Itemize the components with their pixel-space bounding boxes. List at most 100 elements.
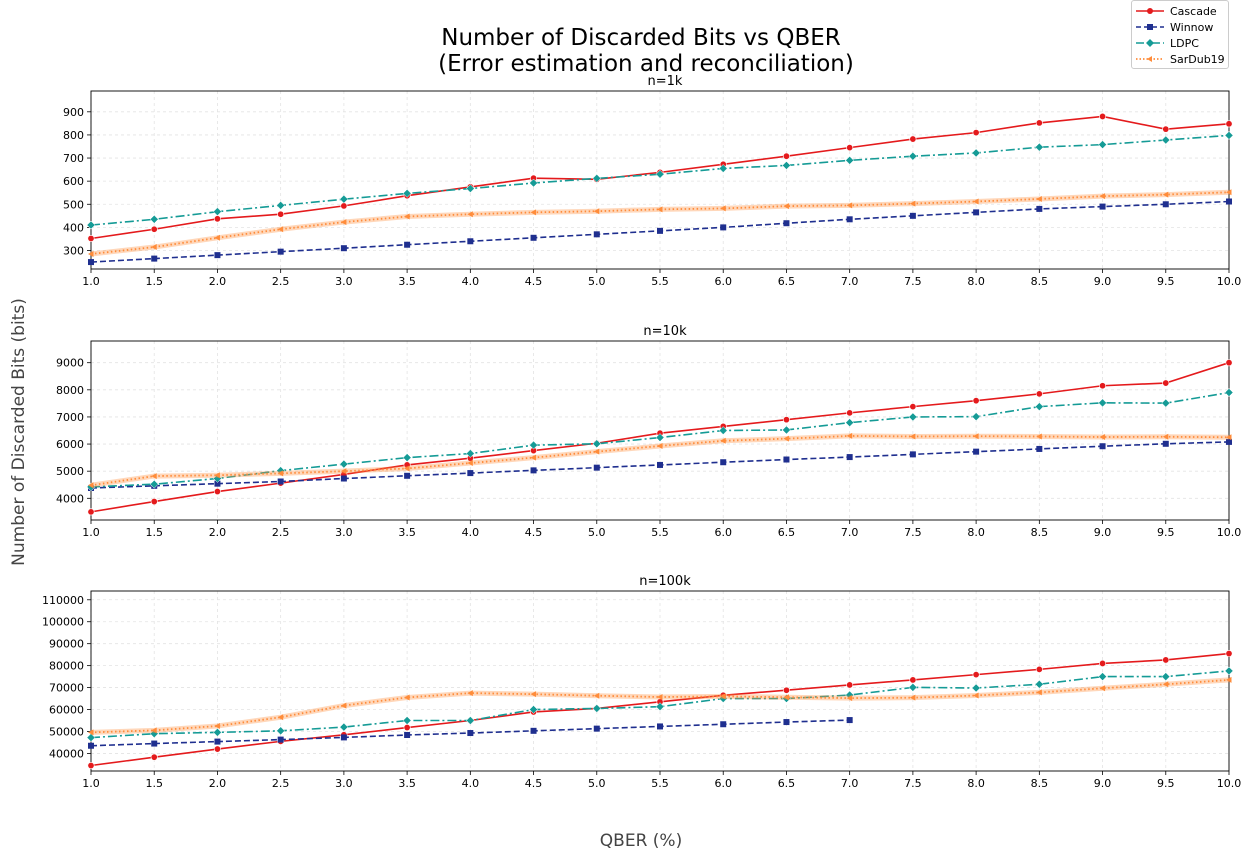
data-point bbox=[1162, 433, 1169, 440]
data-point bbox=[592, 439, 602, 449]
data-point bbox=[1099, 685, 1106, 692]
data-point bbox=[530, 691, 537, 698]
data-point bbox=[782, 161, 791, 170]
data-point bbox=[909, 135, 917, 143]
data-point bbox=[277, 248, 284, 255]
x-tick-label: 6.5 bbox=[778, 526, 796, 539]
data-point bbox=[339, 459, 349, 469]
data-point bbox=[657, 461, 663, 468]
data-point bbox=[1099, 203, 1106, 210]
data-point bbox=[973, 692, 979, 699]
data-point bbox=[783, 456, 790, 463]
data-point bbox=[214, 252, 221, 259]
data-point bbox=[655, 702, 665, 712]
figure-ylabel: Number of Discarded Bits (bits) bbox=[9, 298, 29, 566]
data-point bbox=[465, 716, 475, 725]
data-point bbox=[213, 488, 221, 496]
data-point bbox=[718, 164, 728, 173]
data-point bbox=[846, 409, 854, 417]
data-point bbox=[720, 459, 727, 466]
data-point bbox=[465, 449, 475, 458]
data-point bbox=[467, 238, 474, 245]
data-point bbox=[720, 224, 727, 231]
x-tick-label: 5.5 bbox=[651, 526, 669, 539]
data-point bbox=[1161, 672, 1171, 681]
data-point bbox=[213, 207, 222, 217]
x-tick-label: 4.5 bbox=[525, 526, 543, 539]
subplot-title: n=10k bbox=[643, 324, 687, 339]
data-point bbox=[1225, 120, 1233, 128]
data-point bbox=[972, 671, 980, 679]
data-point bbox=[846, 432, 853, 439]
data-point bbox=[1035, 119, 1043, 127]
x-tick-label: 7.0 bbox=[841, 275, 859, 288]
data-point bbox=[1162, 379, 1170, 387]
y-tick-label: 70000 bbox=[49, 682, 84, 695]
data-point bbox=[909, 433, 916, 440]
data-point bbox=[909, 676, 917, 684]
x-tick-label: 9.5 bbox=[1157, 275, 1175, 288]
y-tick-label: 40000 bbox=[49, 747, 84, 760]
data-point bbox=[88, 742, 94, 749]
data-point bbox=[467, 460, 473, 467]
data-point bbox=[277, 714, 284, 721]
data-point bbox=[467, 470, 474, 477]
data-point bbox=[1226, 434, 1232, 441]
x-tick-label: 3.5 bbox=[398, 275, 416, 288]
data-point bbox=[846, 695, 853, 702]
data-point bbox=[1161, 398, 1171, 408]
x-tick-label: 6.0 bbox=[714, 777, 732, 790]
x-tick-label: 4.5 bbox=[525, 275, 543, 288]
subplot-title: n=1k bbox=[648, 74, 683, 89]
data-point bbox=[340, 734, 347, 741]
x-tick-label: 7.5 bbox=[904, 777, 922, 790]
data-point bbox=[339, 194, 349, 204]
data-point bbox=[340, 475, 347, 482]
series-ldpc bbox=[86, 666, 1234, 742]
data-point bbox=[1225, 359, 1233, 367]
data-point bbox=[1161, 135, 1171, 145]
data-point bbox=[1226, 438, 1232, 445]
x-tick-label: 7.0 bbox=[841, 526, 859, 539]
data-point bbox=[340, 202, 348, 210]
data-point bbox=[530, 727, 537, 734]
y-tick-label: 900 bbox=[63, 106, 84, 119]
data-point bbox=[214, 738, 221, 745]
data-point bbox=[593, 725, 600, 732]
data-point bbox=[150, 498, 158, 506]
series-winnow bbox=[88, 717, 853, 749]
y-tick-label: 700 bbox=[63, 152, 84, 165]
data-point bbox=[908, 683, 918, 692]
data-point bbox=[1034, 679, 1044, 689]
data-point bbox=[1162, 201, 1169, 208]
data-point bbox=[1034, 402, 1044, 411]
data-point bbox=[87, 762, 95, 770]
y-tick-label: 7000 bbox=[56, 411, 84, 424]
x-tick-label: 8.5 bbox=[1031, 777, 1049, 790]
legend-swatch-sardub19 bbox=[1136, 56, 1164, 62]
legend-label-ldpc: LDPC bbox=[1170, 36, 1199, 50]
data-point bbox=[150, 753, 158, 761]
data-point bbox=[657, 227, 663, 234]
data-point bbox=[655, 433, 665, 442]
data-point bbox=[150, 225, 158, 233]
x-tick-label: 4.0 bbox=[462, 777, 480, 790]
data-point bbox=[277, 226, 284, 233]
x-tick-label: 9.0 bbox=[1094, 777, 1112, 790]
data-point bbox=[1224, 388, 1234, 397]
data-point bbox=[1226, 676, 1232, 683]
data-point bbox=[214, 723, 220, 729]
y-tick-label: 50000 bbox=[49, 725, 84, 738]
data-point bbox=[276, 726, 286, 736]
data-point bbox=[529, 705, 538, 714]
x-tick-label: 6.0 bbox=[714, 526, 732, 539]
x-tick-label: 9.0 bbox=[1094, 275, 1112, 288]
data-point bbox=[782, 152, 790, 160]
data-point bbox=[846, 681, 854, 689]
x-tick-label: 9.5 bbox=[1157, 777, 1175, 790]
x-tick-label: 5.0 bbox=[588, 526, 606, 539]
x-tick-label: 2.5 bbox=[272, 777, 290, 790]
x-tick-label: 4.5 bbox=[525, 777, 543, 790]
data-point bbox=[402, 453, 412, 462]
data-point bbox=[86, 220, 96, 230]
